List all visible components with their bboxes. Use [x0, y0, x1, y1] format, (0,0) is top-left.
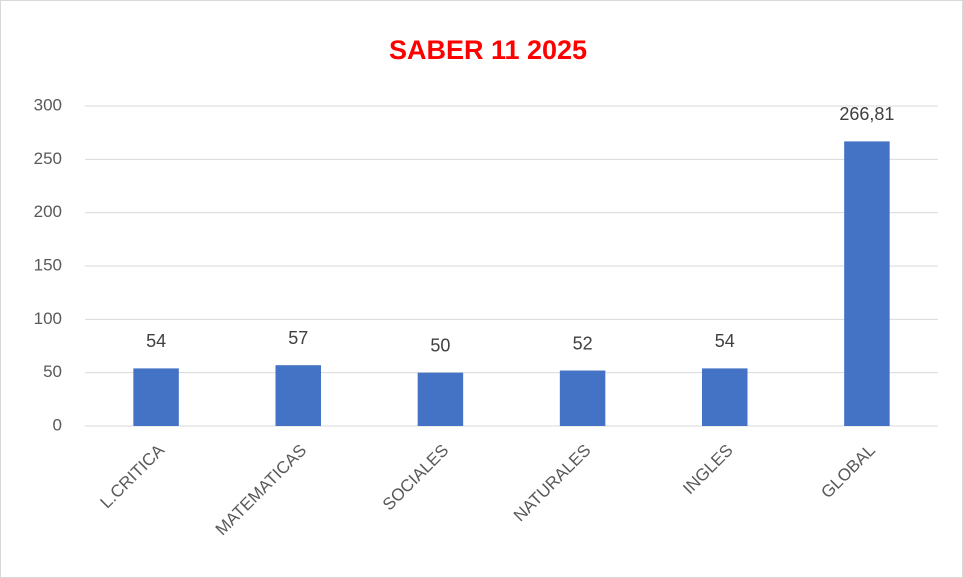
bar: [559, 370, 606, 426]
bar: [275, 365, 321, 426]
bar: [844, 141, 890, 427]
bar: [417, 372, 464, 426]
y-tick-label: 50: [43, 362, 62, 381]
value-label: 266,81: [839, 104, 894, 124]
chart-title: SABER 11 2025: [389, 35, 587, 65]
y-tick-label: 200: [34, 202, 62, 221]
value-label: 50: [430, 335, 450, 355]
y-tick-label: 100: [34, 309, 62, 328]
y-tick-label: 250: [34, 149, 62, 168]
value-label: 54: [715, 331, 735, 351]
bar: [702, 368, 748, 426]
y-tick-label: 0: [53, 415, 62, 434]
bar: [133, 368, 179, 426]
value-label: 57: [288, 328, 308, 348]
value-label: 52: [573, 333, 593, 353]
value-label: 54: [146, 331, 166, 351]
y-tick-label: 150: [34, 255, 62, 274]
y-tick-label: 300: [34, 95, 62, 114]
